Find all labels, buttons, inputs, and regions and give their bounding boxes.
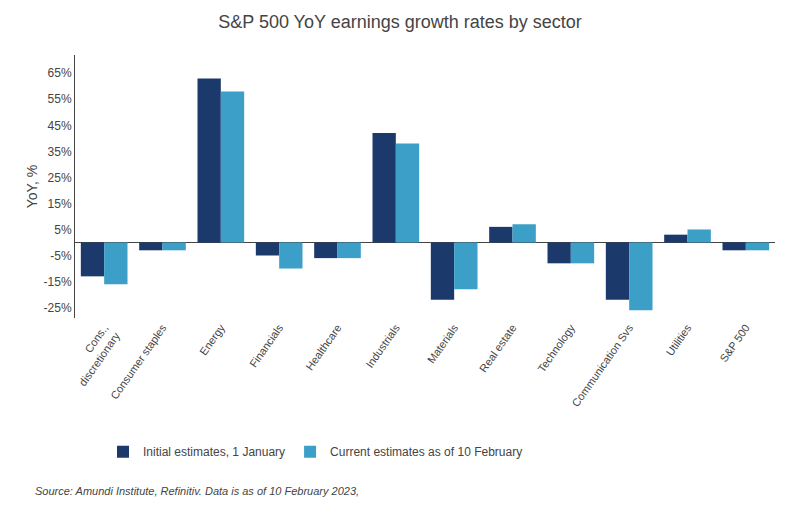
svg-text:25%: 25% xyxy=(48,171,72,185)
svg-text:45%: 45% xyxy=(48,119,72,133)
svg-text:-5%: -5% xyxy=(50,249,72,263)
svg-text:Energy: Energy xyxy=(197,322,227,358)
svg-text:35%: 35% xyxy=(48,145,72,159)
svg-text:-25%: -25% xyxy=(44,301,72,315)
svg-text:Utilities: Utilities xyxy=(663,322,693,358)
svg-text:Materials: Materials xyxy=(425,322,461,366)
svg-text:Communication Svs: Communication Svs xyxy=(569,322,635,409)
svg-text:5%: 5% xyxy=(54,223,72,237)
svg-text:Technology: Technology xyxy=(535,322,577,375)
svg-text:Real estate: Real estate xyxy=(477,322,519,374)
svg-text:Cons.,discretionary: Cons.,discretionary xyxy=(65,322,123,389)
svg-text:55%: 55% xyxy=(48,92,72,106)
svg-text:Consumer staples: Consumer staples xyxy=(108,322,169,402)
svg-text:Industrials: Industrials xyxy=(363,322,402,370)
svg-text:Initial estimates, 1 January: Initial estimates, 1 January xyxy=(143,445,285,459)
svg-text:S&P 500: S&P 500 xyxy=(717,322,752,364)
svg-text:YoY, %: YoY, % xyxy=(24,165,40,209)
svg-text:15%: 15% xyxy=(48,197,72,211)
svg-text:Current estimates as of 10 Feb: Current estimates as of 10 February xyxy=(330,445,522,459)
svg-text:65%: 65% xyxy=(48,66,72,80)
svg-text:Source: Amundi Institute, Refi: Source: Amundi Institute, Refinitiv. Dat… xyxy=(35,485,359,497)
svg-text:-15%: -15% xyxy=(44,275,72,289)
svg-text:S&P 500 YoY earnings growth ra: S&P 500 YoY earnings growth rates by sec… xyxy=(218,12,582,32)
svg-text:Financials: Financials xyxy=(247,322,286,370)
svg-text:Healthcare: Healthcare xyxy=(303,322,343,372)
